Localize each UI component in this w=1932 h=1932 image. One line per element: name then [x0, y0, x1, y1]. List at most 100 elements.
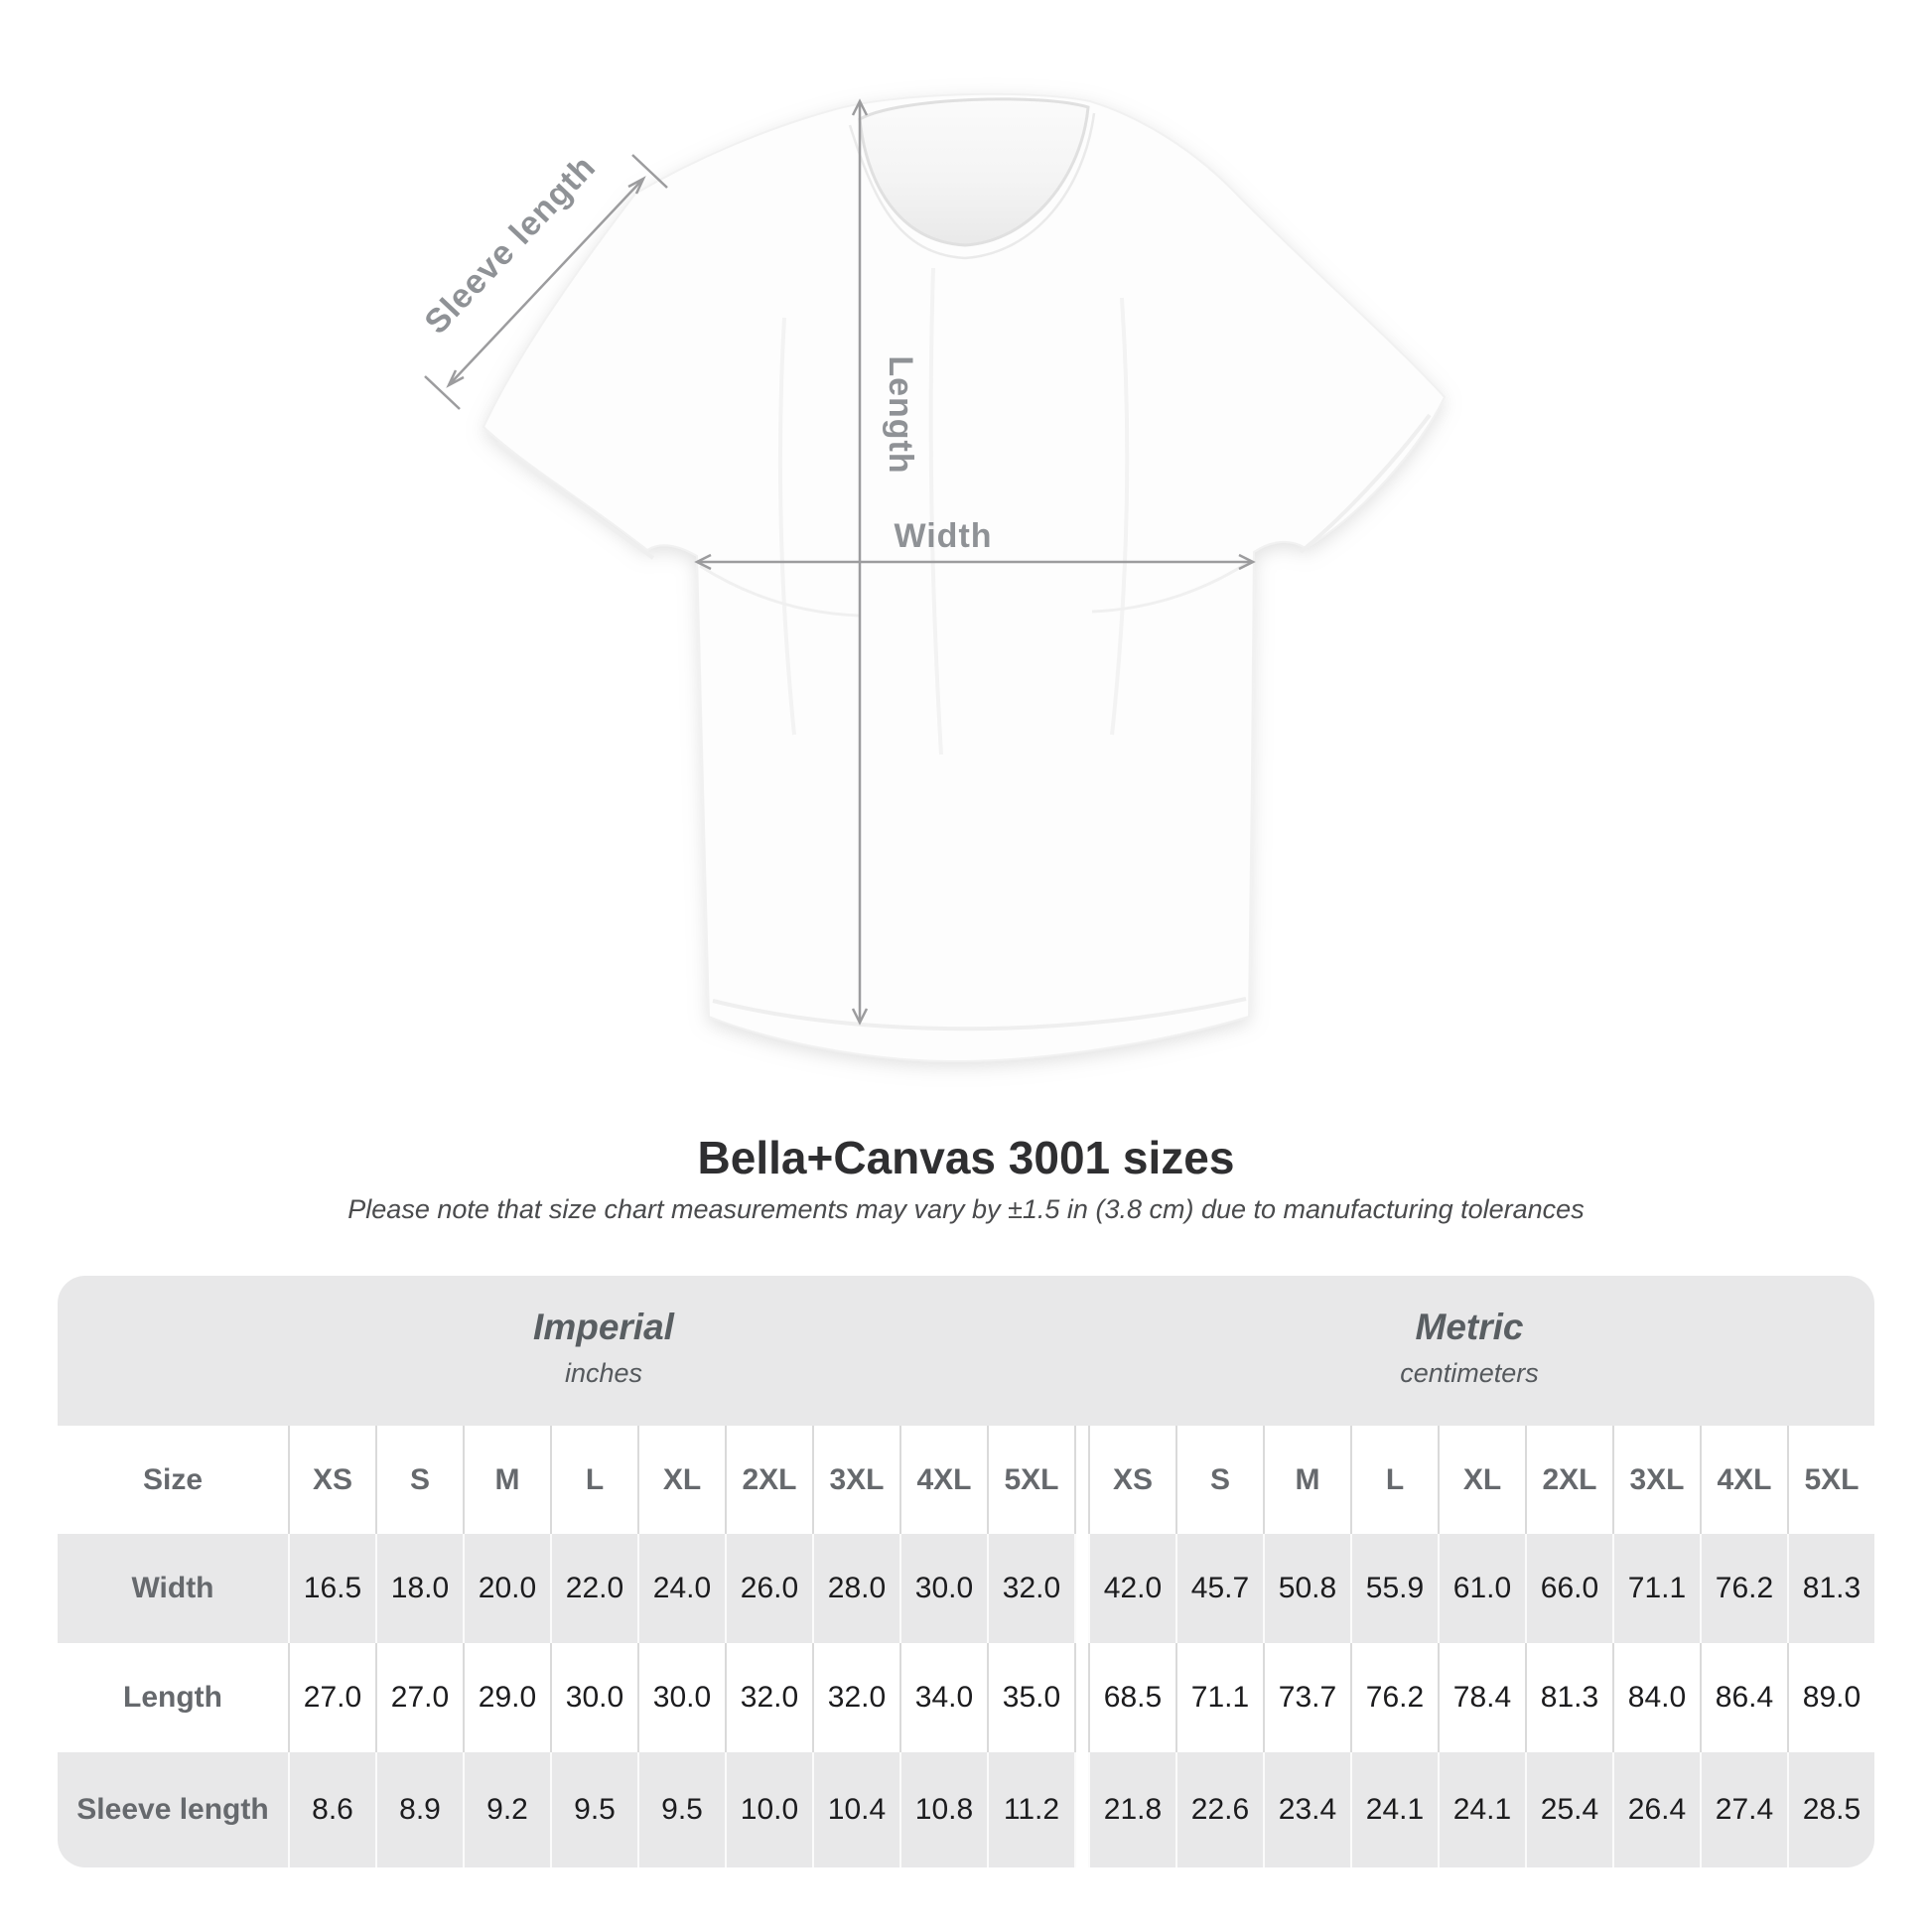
value-cell-metric: 61.0	[1438, 1534, 1525, 1643]
tshirt-illustration	[482, 92, 1447, 1063]
row-label: Width	[131, 1572, 214, 1604]
value-cell-imperial: 20.0	[463, 1534, 550, 1643]
metric-unit: centimeters	[1400, 1358, 1539, 1388]
tolerance-note: Please note that size chart measurements…	[347, 1194, 1585, 1224]
group-gap	[1074, 1534, 1088, 1643]
width-arrow	[694, 553, 1256, 571]
metric-label: Metric	[1415, 1307, 1524, 1347]
neck-opening	[858, 97, 1090, 247]
value-cell-imperial: 10.0	[725, 1752, 812, 1867]
value-cell-metric: 28.5	[1787, 1752, 1874, 1867]
value-cell-imperial: 8.9	[375, 1752, 463, 1867]
unit-group-imperial: Imperial inches	[533, 1306, 674, 1389]
sleeve-length-arrow	[424, 154, 668, 410]
value-cell-imperial: 26.0	[725, 1534, 812, 1643]
value-cell-imperial: 32.0	[812, 1643, 899, 1752]
size-header-imperial: 4XL	[899, 1426, 987, 1534]
value-cell-imperial: 32.0	[725, 1643, 812, 1752]
value-cell-metric: 71.1	[1612, 1534, 1700, 1643]
value-cell-imperial: 22.0	[550, 1534, 637, 1643]
sleeve-folds	[494, 413, 1432, 1032]
value-cell-imperial: 10.4	[812, 1752, 899, 1867]
shirt-diagram: Sleeve length Length Width	[417, 92, 1447, 1063]
size-header-metric: L	[1350, 1426, 1438, 1534]
value-cell-metric: 73.7	[1263, 1643, 1350, 1752]
size-header-imperial: S	[375, 1426, 463, 1534]
value-cell-metric: 76.2	[1700, 1534, 1787, 1643]
tshirt-silhouette	[482, 92, 1447, 1063]
size-grid: Size XS S M L XL 2XL 3XL 4XL 5XL XS S M L XL 2XL 3XL 4XL 5…	[58, 1426, 1874, 1867]
row-label: Sleeve length	[76, 1793, 269, 1826]
value-cell-metric: 71.1	[1175, 1643, 1263, 1752]
value-cell-imperial: 10.8	[899, 1752, 987, 1867]
size-header-imperial: 5XL	[987, 1426, 1074, 1534]
size-header-imperial: M	[463, 1426, 550, 1534]
value-cell-imperial: 9.5	[550, 1752, 637, 1867]
value-cell-metric: 23.4	[1263, 1752, 1350, 1867]
imperial-unit: inches	[564, 1358, 643, 1388]
value-cell-imperial: 24.0	[637, 1534, 725, 1643]
value-cell-metric: 42.0	[1088, 1534, 1175, 1643]
size-header-metric: XL	[1438, 1426, 1525, 1534]
value-cell-metric: 50.8	[1263, 1534, 1350, 1643]
value-cell-imperial: 9.5	[637, 1752, 725, 1867]
measurement-arrows	[424, 98, 1256, 1026]
size-header-metric: S	[1175, 1426, 1263, 1534]
value-cell-imperial: 30.0	[899, 1534, 987, 1643]
value-cell-metric: 68.5	[1088, 1643, 1175, 1752]
value-cell-imperial: 27.0	[375, 1643, 463, 1752]
value-cell-metric: 81.3	[1525, 1643, 1612, 1752]
size-header-metric: 4XL	[1700, 1426, 1787, 1534]
imperial-label: Imperial	[533, 1307, 674, 1347]
value-cell-metric: 27.4	[1700, 1752, 1787, 1867]
size-header-imperial: XS	[288, 1426, 375, 1534]
group-gap	[1074, 1643, 1088, 1752]
collar-seam	[848, 112, 1096, 260]
size-header-imperial: L	[550, 1426, 637, 1534]
value-cell-metric: 81.3	[1787, 1534, 1874, 1643]
value-cell-imperial: 28.0	[812, 1534, 899, 1643]
fabric-creases	[777, 267, 1130, 756]
size-header-metric: 3XL	[1612, 1426, 1700, 1534]
size-header-imperial: XL	[637, 1426, 725, 1534]
group-gap	[1074, 1752, 1088, 1867]
size-table: Imperial inches Metric centimeters Size X…	[58, 1276, 1874, 1867]
length-label: Length	[882, 355, 919, 474]
value-cell-imperial: 34.0	[899, 1643, 987, 1752]
value-cell-imperial: 32.0	[987, 1534, 1074, 1643]
group-gap	[1074, 1426, 1088, 1534]
value-cell-metric: 84.0	[1612, 1643, 1700, 1752]
value-cell-imperial: 9.2	[463, 1752, 550, 1867]
row-label: Length	[58, 1643, 288, 1752]
value-cell-imperial: 35.0	[987, 1643, 1074, 1752]
size-header-imperial: 2XL	[725, 1426, 812, 1534]
size-header-imperial: 3XL	[812, 1426, 899, 1534]
value-cell-imperial: 8.6	[288, 1752, 375, 1867]
page-title: Bella+Canvas 3001 sizes	[697, 1132, 1235, 1183]
unit-group-metric: Metric centimeters	[1400, 1306, 1539, 1389]
size-header-metric: 5XL	[1787, 1426, 1874, 1534]
underarm-shading	[699, 560, 1250, 618]
value-cell-imperial: 30.0	[550, 1643, 637, 1752]
value-cell-metric: 24.1	[1438, 1752, 1525, 1867]
value-cell-imperial: 18.0	[375, 1534, 463, 1643]
value-cell-imperial: 11.2	[987, 1752, 1074, 1867]
value-cell-imperial: 30.0	[637, 1643, 725, 1752]
value-cell-metric: 45.7	[1175, 1534, 1263, 1643]
value-cell-metric: 25.4	[1525, 1752, 1612, 1867]
value-cell-imperial: 16.5	[288, 1534, 375, 1643]
value-cell-imperial: 29.0	[463, 1643, 550, 1752]
value-cell-metric: 66.0	[1525, 1534, 1612, 1643]
value-cell-metric: 26.4	[1612, 1752, 1700, 1867]
value-cell-metric: 55.9	[1350, 1534, 1438, 1643]
value-cell-metric: 78.4	[1438, 1643, 1525, 1752]
value-cell-metric: 86.4	[1700, 1643, 1787, 1752]
value-cell-metric: 24.1	[1350, 1752, 1438, 1867]
width-label: Width	[894, 517, 992, 555]
value-cell-metric: 89.0	[1787, 1643, 1874, 1752]
value-cell-metric: 76.2	[1350, 1643, 1438, 1752]
size-column-header: Size	[58, 1426, 288, 1534]
value-cell-metric: 21.8	[1088, 1752, 1175, 1867]
size-header-metric: XS	[1088, 1426, 1175, 1534]
